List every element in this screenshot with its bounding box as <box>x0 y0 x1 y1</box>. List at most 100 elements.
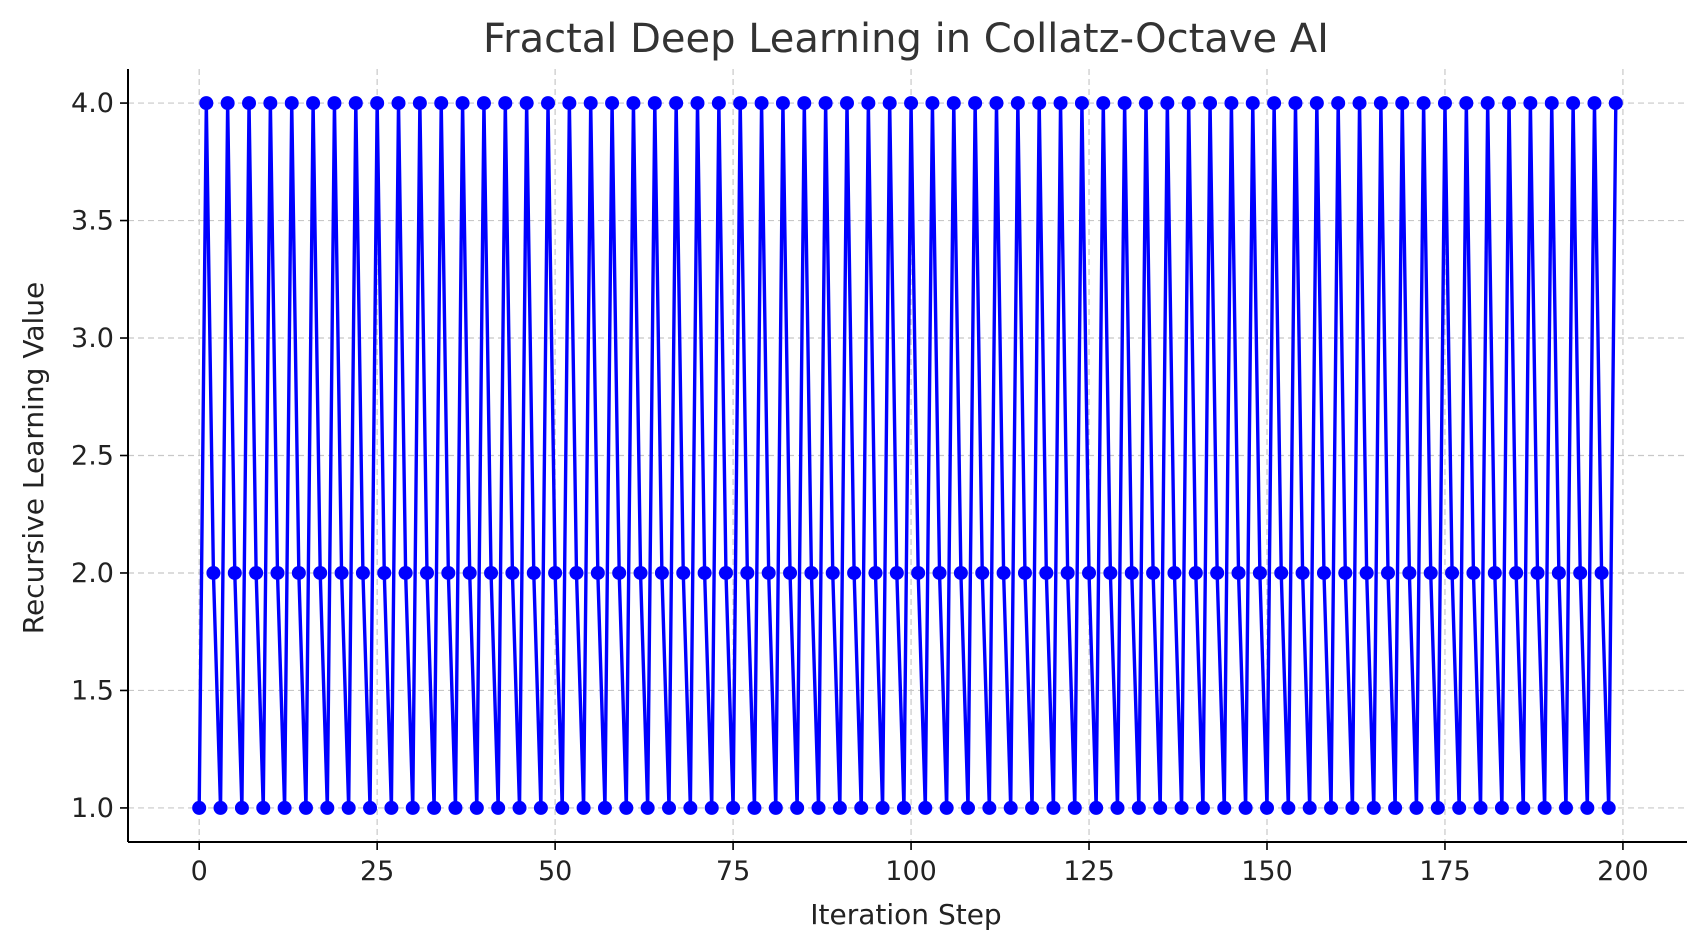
data-point <box>284 96 299 111</box>
axis-ticks: 0 25 50 75 100 125 150 175 200 1.0 1.5 2.0 2.5 3.0 3.5… <box>71 88 1649 887</box>
data-point <box>455 96 470 111</box>
data-point <box>1480 96 1495 111</box>
data-point <box>1594 565 1609 580</box>
data-point <box>313 565 328 580</box>
y-tick-label: 4.0 <box>71 88 114 119</box>
data-point <box>711 96 726 111</box>
data-point <box>747 800 762 815</box>
data-point <box>1573 565 1588 580</box>
data-point <box>1231 565 1246 580</box>
data-point <box>1295 565 1310 580</box>
y-tick-label: 1.0 <box>71 793 114 824</box>
data-point <box>939 800 954 815</box>
data-point <box>676 565 691 580</box>
data-point <box>1117 96 1132 111</box>
data-point <box>1509 565 1524 580</box>
data-point <box>1608 96 1623 111</box>
data-point <box>249 565 264 580</box>
data-point <box>1167 565 1182 580</box>
data-point <box>1523 96 1538 111</box>
data-point <box>1110 800 1125 815</box>
data-point <box>804 565 819 580</box>
data-point <box>619 800 634 815</box>
data-point <box>1131 800 1146 815</box>
data-point <box>946 96 961 111</box>
data-point <box>291 565 306 580</box>
data-point <box>1487 565 1502 580</box>
x-tick-label: 200 <box>1597 856 1649 887</box>
data-point <box>270 565 285 580</box>
data-point <box>1466 565 1481 580</box>
data-point <box>754 96 769 111</box>
data-point <box>704 800 719 815</box>
data-point <box>918 800 933 815</box>
data-point <box>298 800 313 815</box>
plot-area <box>192 96 1623 815</box>
data-point <box>562 96 577 111</box>
data-point <box>1089 800 1104 815</box>
data-point <box>1516 800 1531 815</box>
data-point <box>1074 96 1089 111</box>
data-point <box>633 565 648 580</box>
data-point <box>391 96 406 111</box>
data-point <box>612 565 627 580</box>
data-point <box>1274 565 1289 580</box>
data-point <box>1260 800 1274 815</box>
data-point <box>775 96 790 111</box>
data-point <box>1309 96 1324 111</box>
data-point <box>590 565 605 580</box>
data-point <box>783 565 798 580</box>
data-point <box>953 565 968 580</box>
data-point <box>1281 800 1296 815</box>
data-point <box>1153 800 1168 815</box>
data-point <box>1010 96 1025 111</box>
data-point <box>1416 96 1431 111</box>
data-point <box>1423 565 1438 580</box>
data-point <box>583 96 598 111</box>
x-tick-label: 100 <box>885 856 937 887</box>
y-tick-label: 2.5 <box>71 441 114 472</box>
data-point <box>1352 96 1367 111</box>
data-point <box>512 800 527 815</box>
data-point <box>1459 96 1474 111</box>
data-point <box>1288 96 1303 111</box>
data-point <box>996 565 1011 580</box>
data-point <box>519 96 534 111</box>
data-point <box>1025 800 1040 815</box>
data-point <box>1558 800 1573 815</box>
data-point <box>1551 565 1566 580</box>
data-point <box>569 565 584 580</box>
data-point <box>505 565 520 580</box>
data-point <box>234 800 249 815</box>
data-point <box>1217 800 1232 815</box>
data-point <box>220 96 235 111</box>
data-point <box>989 96 1004 111</box>
data-point <box>1082 565 1097 580</box>
data-point <box>1174 800 1189 815</box>
data-point <box>419 565 434 580</box>
data-point <box>839 96 854 111</box>
data-point <box>1224 96 1239 111</box>
x-tick-label: 125 <box>1063 856 1115 887</box>
data-point <box>363 800 378 815</box>
data-point <box>213 800 228 815</box>
chart-title: Fractal Deep Learning in Collatz-Octave … <box>483 16 1329 62</box>
data-point <box>526 565 541 580</box>
data-point <box>427 800 442 815</box>
data-point <box>576 800 591 815</box>
data-point <box>1381 565 1396 580</box>
y-tick-label: 1.5 <box>71 675 114 706</box>
data-point <box>896 800 911 815</box>
x-tick-label: 50 <box>538 856 572 887</box>
data-point <box>320 800 335 815</box>
data-point <box>1238 800 1253 815</box>
data-point <box>1039 565 1054 580</box>
data-point <box>790 800 805 815</box>
data-point <box>861 96 876 111</box>
data-point <box>647 96 662 111</box>
data-point <box>1160 96 1175 111</box>
data-point <box>911 565 926 580</box>
data-point <box>1138 96 1153 111</box>
data-point <box>733 96 748 111</box>
data-point <box>348 96 363 111</box>
